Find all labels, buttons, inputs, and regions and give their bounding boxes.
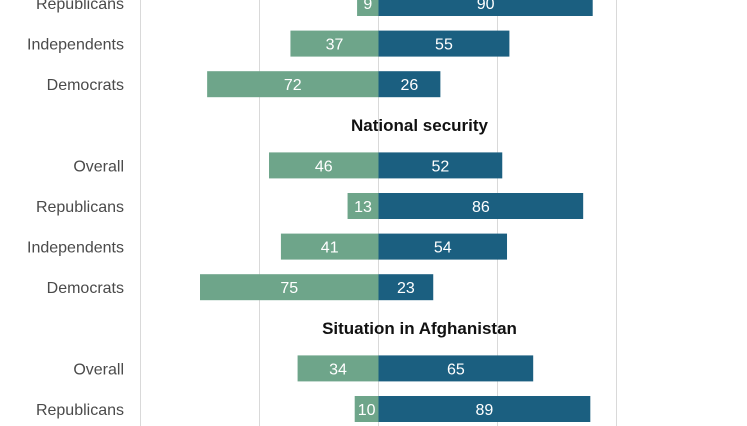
bar-right-value: 65 bbox=[447, 361, 465, 378]
row-label: Republicans bbox=[36, 199, 124, 216]
bar-right bbox=[378, 193, 584, 219]
bar-left-value: 34 bbox=[329, 361, 347, 378]
bar-left-value: 41 bbox=[321, 240, 339, 257]
bar-right bbox=[378, 233, 508, 260]
bar-right bbox=[378, 0, 593, 16]
bar-right-value: 86 bbox=[472, 199, 490, 216]
bar-left bbox=[354, 396, 379, 422]
bar-left bbox=[200, 274, 379, 301]
bar-right bbox=[378, 355, 534, 382]
row-label: Republicans bbox=[36, 0, 124, 13]
row-label: Overall bbox=[73, 158, 124, 175]
bar-left-value: 37 bbox=[326, 37, 344, 54]
bars-layer bbox=[200, 0, 593, 422]
bar-left bbox=[297, 355, 379, 382]
bar-left-value: 46 bbox=[315, 158, 333, 175]
bar-left bbox=[280, 233, 379, 260]
bar-right bbox=[378, 396, 591, 422]
section-title: National security bbox=[351, 116, 489, 135]
bar-left-value: 72 bbox=[284, 77, 302, 94]
bar-right bbox=[378, 274, 434, 301]
bar-left bbox=[207, 71, 379, 98]
bar-right bbox=[378, 30, 510, 57]
row-label: Democrats bbox=[47, 77, 124, 94]
bar-left-value: 13 bbox=[354, 199, 372, 216]
bar-left bbox=[347, 193, 379, 219]
bar-left bbox=[269, 152, 379, 179]
bar-left bbox=[357, 0, 379, 16]
row-label: Republicans bbox=[36, 402, 124, 419]
text-layer: Republicans 9 90 Independents 37 55 Democrats 7… bbox=[27, 0, 517, 419]
row-label: Independents bbox=[27, 240, 124, 257]
bar-right-value: 55 bbox=[435, 37, 453, 54]
bar-right bbox=[378, 152, 503, 179]
bar-left-value: 75 bbox=[280, 280, 298, 297]
bar-right-value: 54 bbox=[434, 240, 452, 257]
bar-right-value: 26 bbox=[401, 77, 419, 94]
bar-left-value: 9 bbox=[363, 0, 372, 13]
bar-left-value: 10 bbox=[358, 402, 376, 419]
bar-left bbox=[290, 30, 379, 57]
section-title: Situation in Afghanistan bbox=[322, 319, 517, 338]
bar-right-value: 90 bbox=[477, 0, 495, 13]
bar-right-value: 23 bbox=[397, 280, 415, 297]
row-label: Democrats bbox=[47, 280, 124, 297]
row-label: Independents bbox=[27, 37, 124, 54]
bar-right bbox=[378, 71, 441, 98]
row-label: Overall bbox=[73, 361, 124, 378]
bar-right-value: 89 bbox=[476, 402, 494, 419]
bar-right-value: 52 bbox=[431, 158, 449, 175]
